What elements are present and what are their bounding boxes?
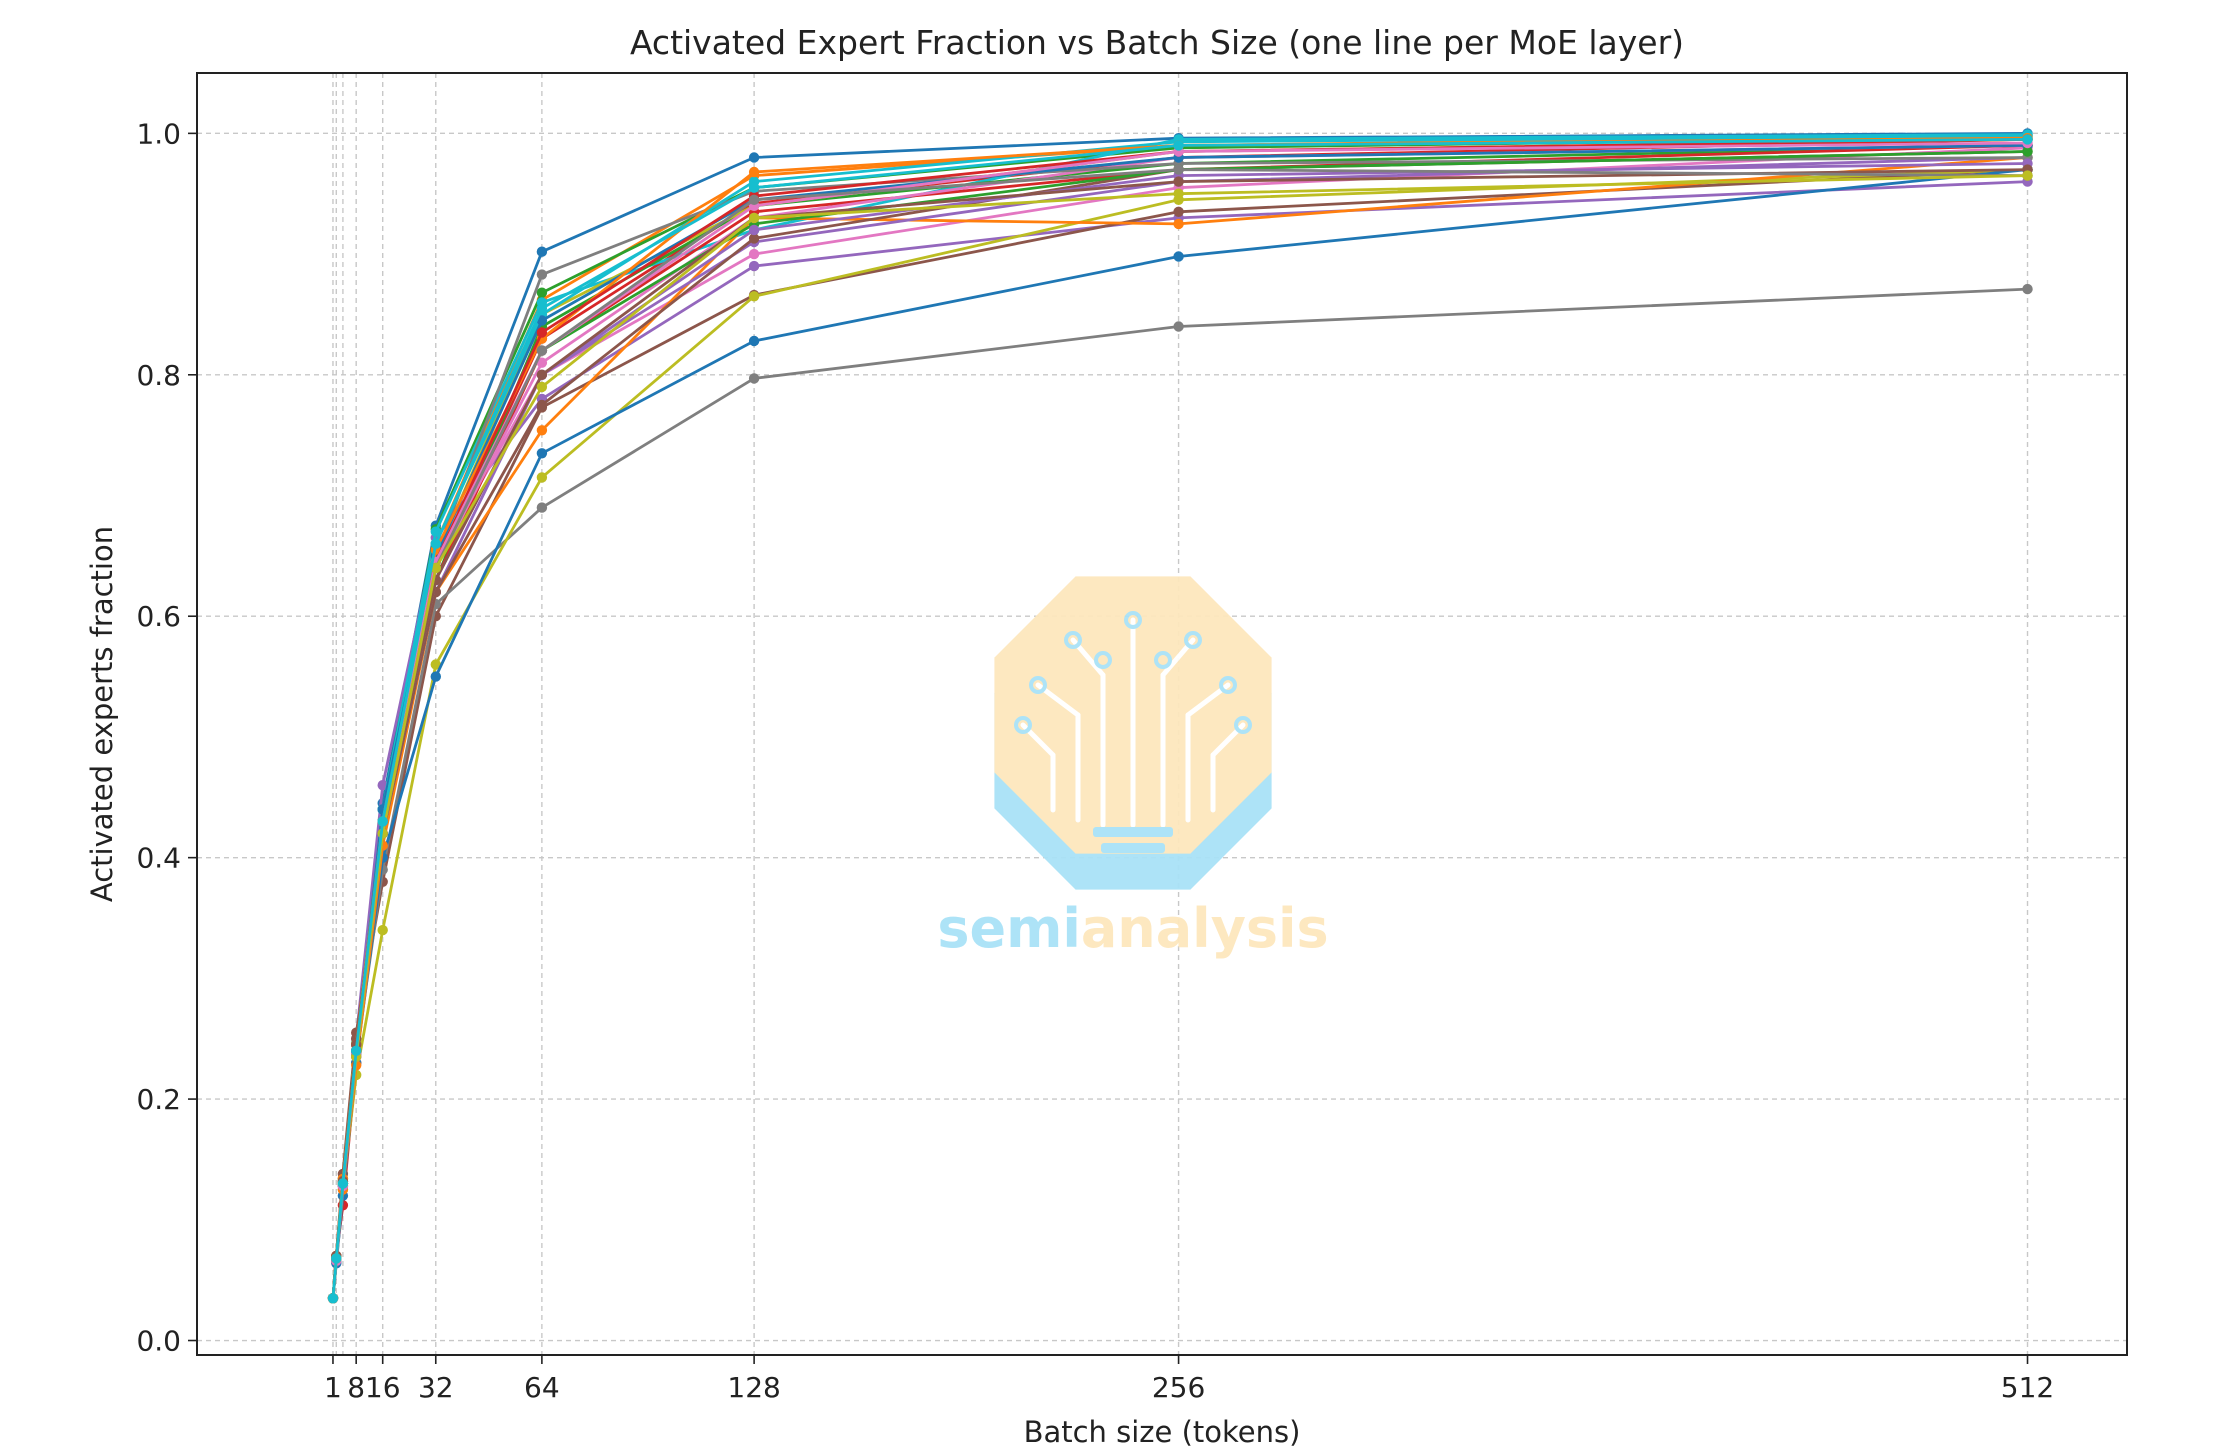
x-tick-label: 256 <box>1152 1371 1205 1404</box>
data-point <box>536 287 548 298</box>
data-point <box>1173 164 1184 175</box>
y-axis-ticks: 0.0 0.2 0.4 0.6 0.8 1.0 <box>136 117 197 1358</box>
data-lines <box>327 128 2033 1304</box>
logo-bulb-base <box>1093 827 1173 837</box>
logo-circuit-node <box>1094 651 1112 669</box>
data-point <box>430 526 441 537</box>
chart-title: Activated Expert Fraction vs Batch Size … <box>630 23 1684 62</box>
data-point <box>430 671 441 682</box>
data-point <box>748 248 760 260</box>
y-tick-label: 1.0 <box>136 117 181 150</box>
data-point <box>536 345 548 356</box>
data-point <box>2022 170 2033 181</box>
data-point <box>2022 283 2033 295</box>
data-point <box>430 538 441 549</box>
grid-lines <box>197 73 2127 1355</box>
data-point <box>536 269 548 280</box>
logo-circuit-node <box>1014 716 1032 734</box>
data-point <box>2022 134 2033 145</box>
y-tick-label: 0.2 <box>136 1083 181 1116</box>
data-point <box>377 924 388 936</box>
data-point <box>536 315 548 326</box>
data-point <box>536 448 548 459</box>
x-tick-label: 512 <box>2001 1371 2054 1404</box>
logo-circuit-node <box>1184 631 1202 649</box>
plot-frame <box>196 72 2128 1356</box>
data-point <box>536 246 548 257</box>
data-point <box>748 224 760 236</box>
data-point <box>536 425 548 436</box>
x-tick-label: 16 <box>365 1371 401 1404</box>
series-line-30 <box>331 138 2028 1299</box>
data-point <box>1173 188 1184 199</box>
logo-circuit-node <box>1124 611 1142 629</box>
logo-circuit-node <box>1154 651 1172 669</box>
data-point <box>377 816 388 827</box>
watermark-text-analysis: analysis <box>1081 897 1329 960</box>
logo-circuit-node <box>1219 676 1237 694</box>
data-point <box>351 1045 362 1057</box>
data-point <box>748 260 760 272</box>
logo-circuit-node <box>1064 631 1082 649</box>
data-point <box>1173 140 1184 151</box>
x-axis-label: Batch size (tokens) <box>1024 1415 1301 1446</box>
data-point <box>337 1178 349 1189</box>
data-point <box>536 369 548 380</box>
data-point <box>327 1293 339 1304</box>
x-tick-label: 1 <box>324 1371 342 1404</box>
data-point <box>1173 176 1184 187</box>
data-point <box>536 303 548 314</box>
data-point <box>748 152 760 163</box>
data-point <box>748 194 760 205</box>
data-point <box>377 780 388 791</box>
y-tick-label: 0.6 <box>136 600 181 633</box>
x-tick-label: 128 <box>727 1371 780 1404</box>
data-point <box>748 182 760 193</box>
data-point <box>430 562 441 574</box>
data-point <box>536 327 548 338</box>
x-tick-label: 32 <box>418 1371 454 1404</box>
data-point <box>748 233 760 244</box>
data-point <box>1173 251 1184 262</box>
data-point <box>536 381 548 393</box>
data-point <box>748 335 760 347</box>
data-point <box>536 502 548 513</box>
semianalysis-watermark: semianalysis <box>937 576 1329 960</box>
data-point <box>536 472 548 483</box>
y-tick-label: 0.4 <box>136 842 181 875</box>
data-point <box>430 659 441 670</box>
logo-circuit-node <box>1029 676 1047 694</box>
y-tick-label: 0.8 <box>136 359 181 392</box>
y-axis-label: Activated experts fraction <box>85 526 119 902</box>
x-tick-label: 8 <box>347 1371 365 1404</box>
data-point <box>748 373 760 384</box>
data-point <box>536 399 548 411</box>
y-tick-label: 0.0 <box>136 1325 181 1358</box>
x-axis-ticks: 1 8 16 32 64 128 256 512 <box>324 1355 2054 1404</box>
data-point <box>748 166 760 178</box>
data-point <box>748 291 760 302</box>
data-point <box>1173 206 1184 217</box>
data-point <box>748 212 760 224</box>
x-tick-label: 64 <box>524 1371 560 1404</box>
data-point <box>2022 146 2033 157</box>
data-point <box>536 357 548 368</box>
watermark-text: semianalysis <box>937 897 1328 960</box>
data-point <box>331 1253 342 1264</box>
data-point <box>1173 321 1184 332</box>
data-point <box>1173 218 1184 230</box>
logo-circuit-node <box>1234 716 1252 734</box>
logo-bulb-base <box>1101 843 1165 853</box>
watermark-text-semi: semi <box>937 897 1081 960</box>
